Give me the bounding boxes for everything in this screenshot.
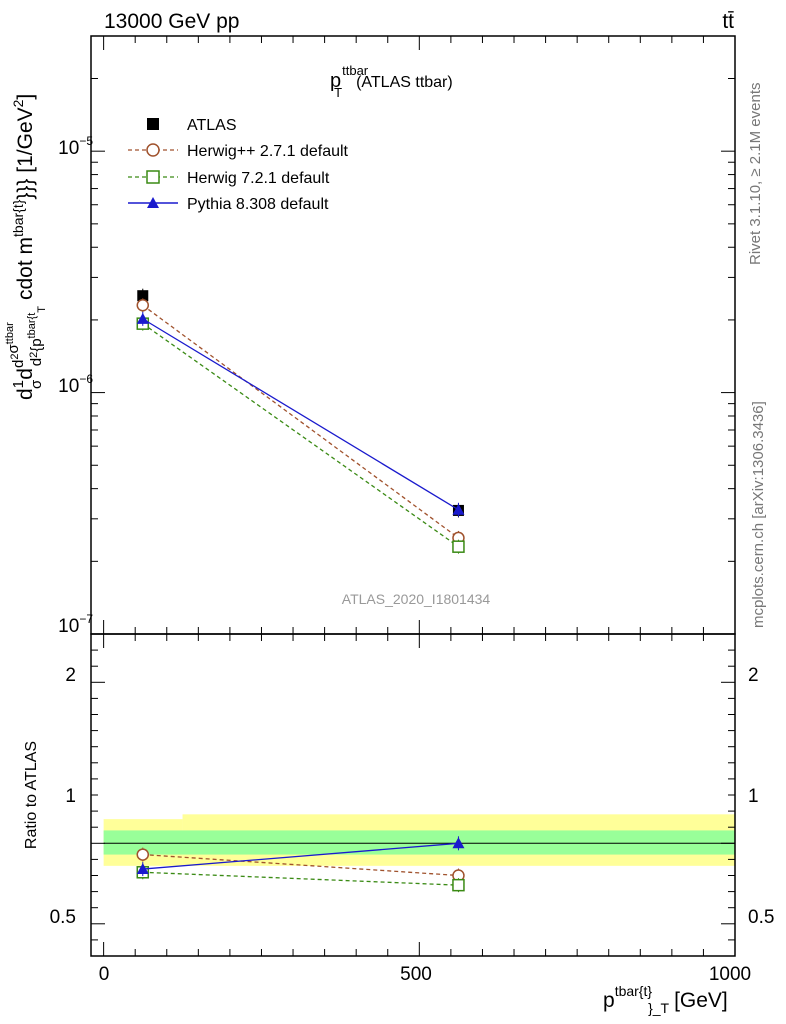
main-line-herwig-2-7-1-default <box>142 304 459 539</box>
ytick-label-1e-5: 10−5 <box>58 134 93 159</box>
main-point-atlas <box>137 290 149 302</box>
legend-marker-herwig7 <box>146 170 160 184</box>
xtick-label-0: 0 <box>99 964 110 985</box>
main-y-label: d1σdd2σttbard2{ptbar{tTcdot mtbar{t}}}} … <box>4 94 48 400</box>
xtick-label-500: 500 <box>400 964 432 985</box>
mcplots-label: mcplots.cern.ch [arXiv:1306.3436] <box>750 401 767 628</box>
ratio-ytick-label-2-left: 2 <box>65 665 76 686</box>
ratio-series-layer <box>136 836 465 893</box>
main-point-herwig-7-2-1-default <box>452 540 465 553</box>
rivet-label: Rivet 3.1.10, ≥ 2.1M events <box>747 83 764 266</box>
ratio-ytick-label-1-left: 1 <box>65 786 76 807</box>
ratio-ytick-label-2-right: 2 <box>748 665 759 686</box>
legend-marker-atlas <box>147 118 159 130</box>
ratio-ytick-label-0.5-left: 0.5 <box>50 907 76 928</box>
ytick-label-1e-7: 10−7 <box>58 612 93 637</box>
ratio-band-green <box>103 830 736 855</box>
legend-label-atlas: ATLAS <box>187 117 237 134</box>
legend: ATLAS Herwig++ 2.7.1 default Herwig 7.2.… <box>128 117 349 213</box>
ratio-x-ticks <box>103 634 736 956</box>
main-y-ticks <box>91 78 735 635</box>
header-right: tt̄ <box>722 10 734 33</box>
ratio-point-pythia-8-308-default <box>452 837 465 849</box>
main-point-pythia-8-308-default <box>452 503 465 515</box>
legend-marker-herwigpp <box>146 143 160 157</box>
ratio-point-pythia-8-308-default <box>136 863 149 875</box>
ratio-y-label: Ratio to ATLAS <box>23 741 40 849</box>
main-point-herwig-2-7-1-default <box>136 299 150 312</box>
ratio-line-herwig-2-7-1-default <box>142 853 459 877</box>
xtick-label-1000: 1000 <box>709 964 751 985</box>
ratio-frame <box>90 633 736 957</box>
ratio-panel: 2 1 0.5 2 1 0.5 0 500 1000 Ratio to ATLA… <box>23 633 774 1016</box>
legend-label-herwigpp: Herwig++ 2.7.1 default <box>187 143 349 160</box>
ratio-bands <box>103 814 736 866</box>
main-x-ticks <box>103 36 736 634</box>
ratio-point-herwig-2-7-1-default <box>136 848 150 861</box>
ratio-ytick-label-0.5-right: 0.5 <box>748 907 774 928</box>
ratio-line-herwig-7-2-1-default <box>142 871 459 886</box>
ratio-line-pythia-8-308-default <box>142 842 459 870</box>
header-left: 13000 GeV pp <box>104 10 239 33</box>
main-line-herwig-7-2-1-default <box>142 323 459 548</box>
ytick-label-1e-6: 10−6 <box>58 372 93 397</box>
main-panel: 10−5 10−6 10−7 pttbar T(ATLAS ttbar) ATLA… <box>4 35 736 637</box>
x-axis-label: ptbar{t}}_T [GeV] <box>603 983 728 1016</box>
plot-title: pttbar T(ATLAS ttbar) <box>330 63 453 100</box>
legend-label-pythia: Pythia 8.308 default <box>187 196 329 213</box>
ratio-point-herwig-7-2-1-default <box>452 878 465 892</box>
ratio-y-ticks <box>91 633 735 941</box>
main-line-pythia-8-308-default <box>142 318 459 511</box>
legend-label-herwig7: Herwig 7.2.1 default <box>187 170 330 187</box>
main-point-pythia-8-308-default <box>136 312 149 324</box>
ratio-ytick-label-1-right: 1 <box>748 786 759 807</box>
main-series-layer <box>136 288 465 554</box>
legend-marker-pythia <box>147 197 159 208</box>
analysis-watermark: ATLAS_2020_I1801434 <box>342 591 491 607</box>
